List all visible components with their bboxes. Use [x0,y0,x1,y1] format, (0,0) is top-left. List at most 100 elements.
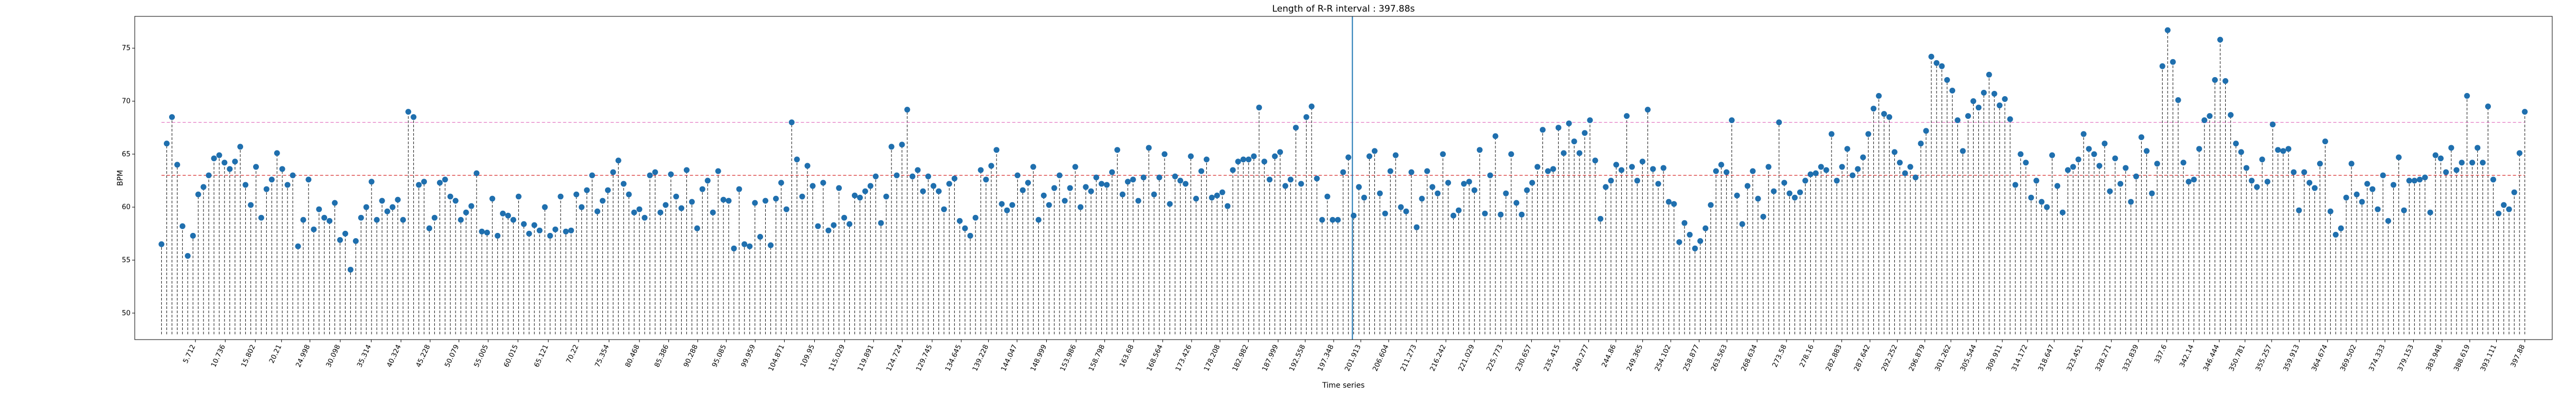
data-point [2028,194,2034,201]
data-point [1382,210,1388,217]
data-point [1146,145,1152,151]
data-point [2002,96,2008,102]
data-point [767,242,774,248]
data-point [1067,185,1073,191]
data-point [2438,155,2444,162]
data-point [993,147,1000,153]
data-point [2275,147,2281,153]
data-point [1319,217,1325,223]
data-point [615,157,621,164]
data-point [720,196,727,203]
data-point [1728,117,1735,124]
data-point [164,140,170,147]
data-point [852,192,858,199]
data-point [1351,212,1357,219]
data-point [1871,106,1877,112]
data-point [1403,208,1409,214]
data-point [1030,164,1036,170]
data-point [1792,194,1798,201]
data-point [726,198,732,204]
y-tick-label: 65 [122,151,131,158]
data-point [773,195,779,202]
data-point [1392,152,1399,158]
data-point [1261,158,1268,165]
data-point [1214,192,1220,199]
data-point [2044,204,2050,210]
data-point [1644,107,1651,113]
data-point [1660,165,1667,171]
data-point [321,214,328,221]
data-point [1734,192,1740,199]
data-point [862,188,868,194]
data-point [2143,148,2150,154]
data-point [783,206,789,212]
data-point [1424,168,1430,174]
data-point [1912,174,1919,181]
data-point [857,194,863,201]
data-point [2332,231,2339,238]
data-point [678,205,685,211]
data-point [1587,117,1593,124]
data-point [1755,195,1761,202]
data-point [920,188,926,194]
data-point [663,202,669,208]
data-point [2159,63,2165,69]
data-point [1703,225,1709,231]
data-point [568,227,574,233]
data-point [547,232,553,239]
data-point [999,201,1005,207]
data-point [1329,217,1336,223]
data-point [941,206,947,212]
data-point [1566,120,1572,127]
data-point [2254,184,2260,190]
data-point [931,183,937,189]
data-point [211,155,217,162]
data-point [2154,161,2160,167]
data-point [542,204,548,210]
data-point [694,225,700,231]
data-point [2238,149,2244,155]
data-point [1996,102,2003,109]
data-point [636,206,643,212]
data-point [2480,160,2486,166]
data-point [2227,112,2234,118]
data-point [1923,128,1929,134]
data-point [841,214,848,221]
data-point [847,221,853,227]
data-point [2343,194,2349,201]
data-point [1267,176,1273,183]
data-point [883,193,889,200]
data-point [447,193,453,200]
data-point [1088,188,1094,194]
data-point [1183,181,1189,187]
y-tick-label: 50 [122,309,131,317]
data-point [1519,211,1525,218]
data-point [1666,199,1672,205]
data-point [1603,184,1609,190]
data-point [2396,154,2402,161]
data-point [2259,156,2265,163]
data-point [1429,184,1436,190]
data-point [1188,153,1194,160]
data-point [1004,207,1010,213]
data-point [216,152,222,158]
data-point [794,156,800,163]
data-point [1093,174,1100,181]
data-point [2054,183,2061,189]
data-point [1287,176,1294,183]
data-point [221,160,228,166]
data-point [631,209,637,215]
data-point [1292,125,1299,131]
data-point [1849,172,1856,179]
data-point [741,241,748,247]
data-point [1219,189,1225,195]
data-point [358,214,364,221]
data-point [1208,194,1215,201]
data-point [1765,164,1772,170]
data-point [2469,160,2476,166]
data-point [458,217,464,223]
data-point [1933,60,1940,66]
data-point [831,222,837,228]
